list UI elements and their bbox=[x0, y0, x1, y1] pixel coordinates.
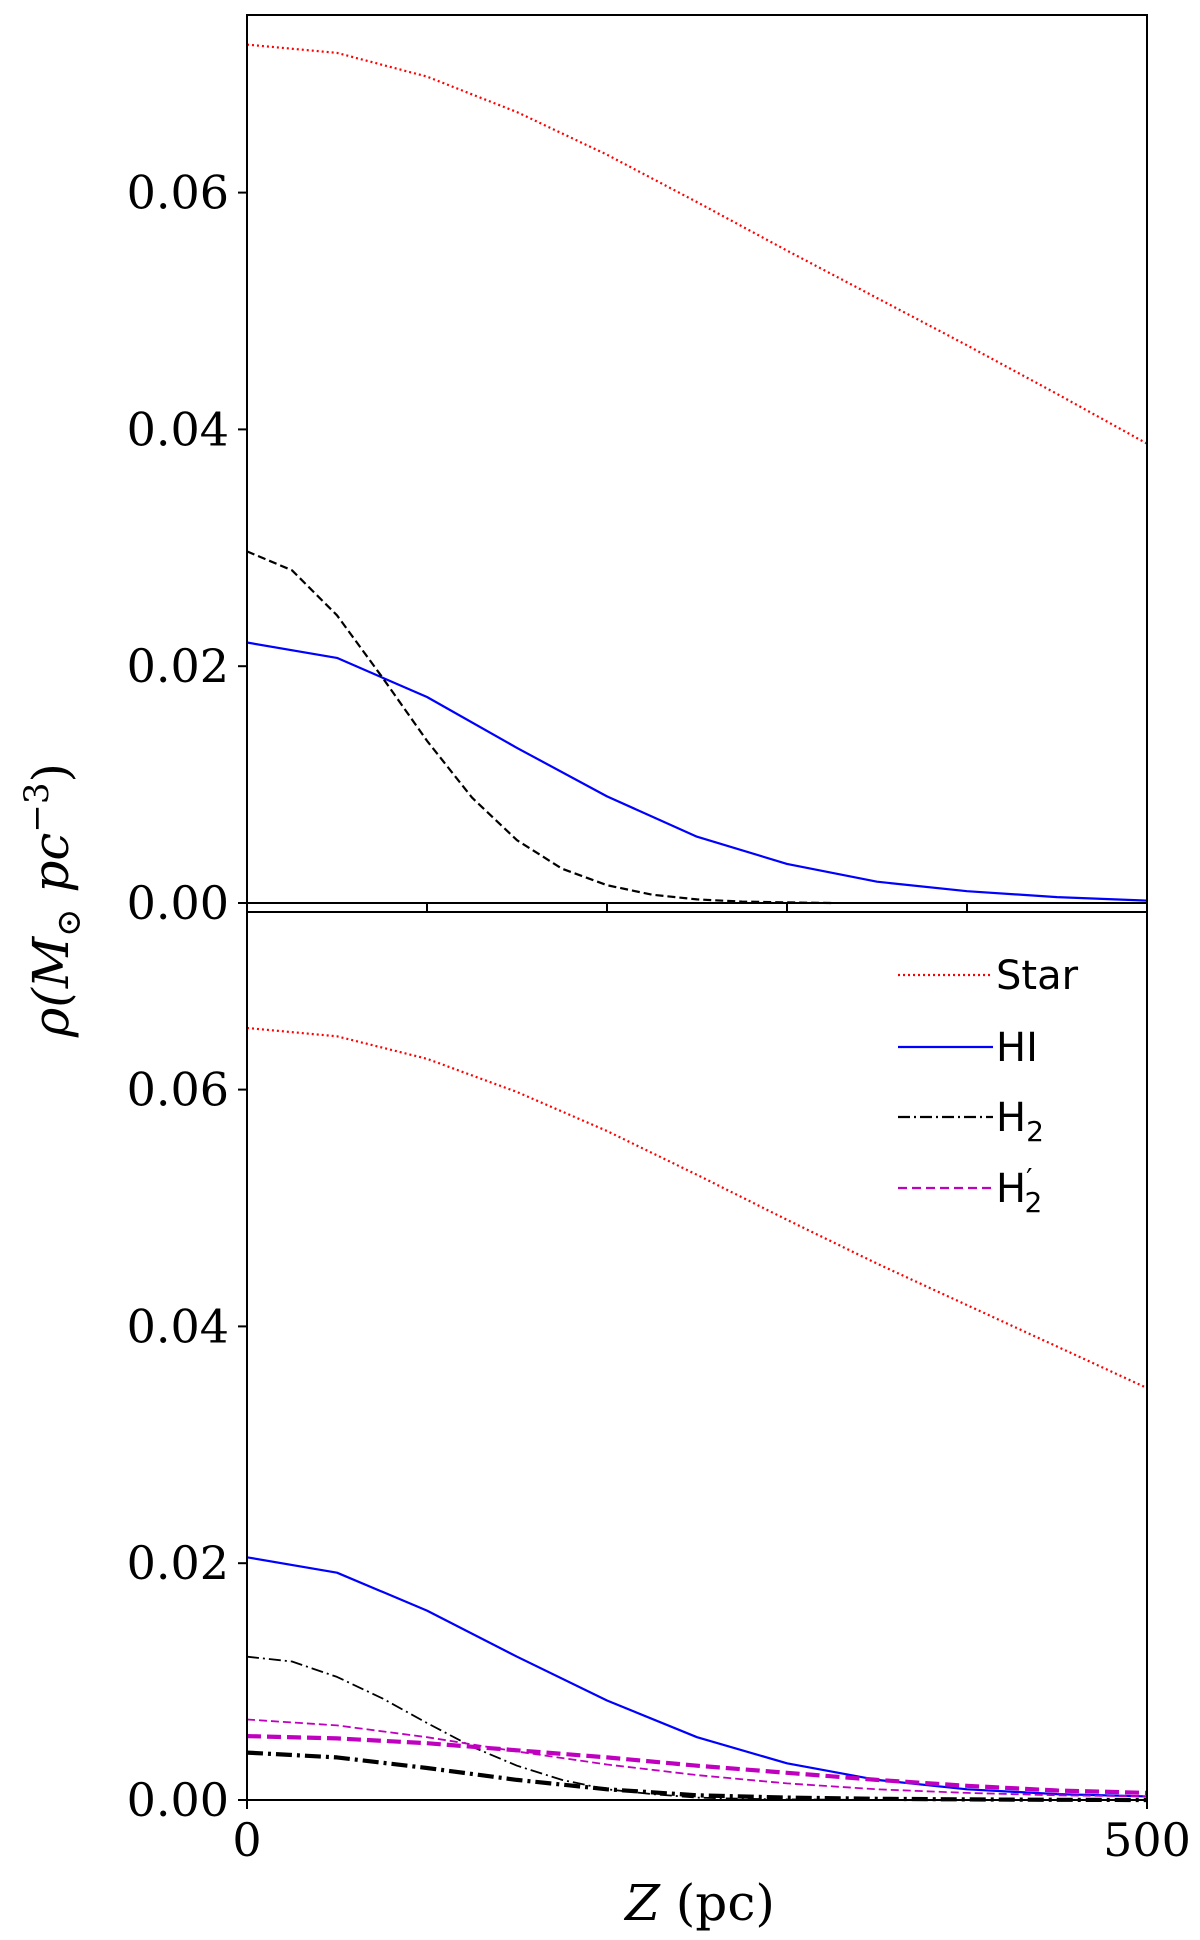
legend: Star HI H2 H′ 2 bbox=[898, 953, 1079, 1219]
series-line-hi-solid bbox=[246, 641, 1148, 902]
legend-label-h2-prime: H′ 2 bbox=[996, 1162, 1042, 1219]
y-tick-label: 0.06 bbox=[127, 1063, 229, 1117]
legend-label-star: Star bbox=[996, 953, 1079, 999]
y-tick-label: 0.02 bbox=[127, 1536, 229, 1590]
series-line-h2-dashed bbox=[246, 550, 833, 905]
x-tick-label: 500 bbox=[1103, 1813, 1191, 1867]
series-line-star-dotted bbox=[246, 43, 1148, 445]
y-tick-label: 0.00 bbox=[127, 876, 229, 930]
panels-layer: 0.00 0.02 0.04 0.06 0.00 0.02 0.04 0.06 0 500 bbox=[127, 14, 1191, 1867]
y-tick-label: 0.04 bbox=[127, 402, 229, 456]
panel-top: 0.00 0.02 0.04 0.06 bbox=[127, 14, 1148, 930]
legend-label-h2: H2 bbox=[996, 1095, 1044, 1148]
series-line-h2p-dashed-thin bbox=[246, 1718, 1148, 1798]
y-axis-label: ρ(M⊙ pc−3) bbox=[17, 763, 89, 1038]
series-line-star-dotted bbox=[246, 1026, 1148, 1389]
plot-frame-top bbox=[246, 14, 1148, 904]
plot-frame-bottom bbox=[246, 911, 1148, 1801]
series-line-hi-solid bbox=[246, 1556, 1148, 1798]
series-line-h2-dashdot-thick bbox=[246, 1750, 1148, 1803]
legend-label-hi: HI bbox=[996, 1025, 1038, 1071]
panel-bottom: 0.00 0.02 0.04 0.06 0 500 bbox=[127, 911, 1191, 1867]
y-tick-label: 0.06 bbox=[127, 166, 229, 220]
x-tick-label: 0 bbox=[232, 1813, 261, 1867]
x-axis-label: Z (pc) bbox=[623, 1874, 775, 1932]
y-tick-label: 0.02 bbox=[127, 639, 229, 693]
y-tick-label: 0.00 bbox=[127, 1773, 229, 1827]
series-line-h2p-dashed-thick bbox=[246, 1734, 1148, 1795]
y-tick-label: 0.04 bbox=[127, 1299, 229, 1353]
